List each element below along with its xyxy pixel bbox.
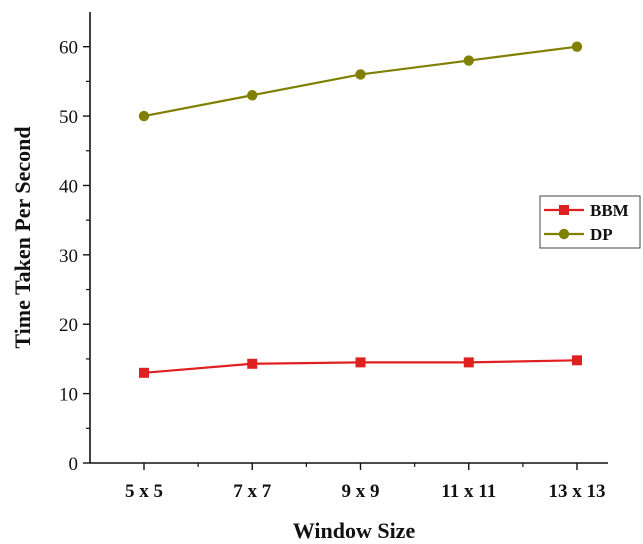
data-point-dp (138, 110, 150, 122)
legend-marker-bbm (559, 205, 569, 215)
legend-entry-dp: DP (544, 225, 613, 244)
y-tick-label: 10 (59, 385, 78, 406)
y-tick-label: 40 (59, 176, 78, 197)
legend-marker-dp (558, 228, 570, 240)
series-line-dp (143, 45, 578, 118)
data-point-dp (463, 55, 474, 66)
x-tick-label: 9 x 9 (342, 481, 380, 502)
data-point-bbm (247, 358, 258, 369)
data-point-bbm (355, 357, 366, 368)
y-axis-title: Time Taken Per Second (10, 126, 35, 348)
axes (89, 12, 608, 464)
y-tick-label: 20 (59, 315, 78, 336)
x-tick-label: 13 x 13 (549, 481, 606, 502)
legend-label-bbm: BBM (590, 201, 629, 220)
data-point-dp (247, 90, 258, 101)
x-tick-label: 7 x 7 (233, 481, 272, 502)
data-point-dp (355, 69, 366, 80)
legend-entry-bbm: BBM (544, 201, 629, 220)
data-point-bbm (463, 357, 474, 368)
data-point-bbm (572, 355, 582, 366)
legend-box (539, 195, 641, 249)
y-tick-label: 30 (59, 246, 78, 267)
series-layer (138, 41, 583, 378)
data-point-dp (571, 41, 583, 52)
legend-label-dp: DP (590, 225, 613, 244)
data-point-bbm (139, 367, 149, 378)
y-tick-label: 60 (59, 38, 78, 59)
y-tick-label: 0 (69, 454, 79, 475)
x-axis-title: Window Size (293, 518, 416, 543)
y-tick-label: 50 (59, 107, 78, 128)
y-axis-ticks: 0 10 20 30 40 50 60 (59, 38, 90, 475)
legend: BBM DP (539, 195, 641, 249)
x-axis-ticks: 5 x 5 7 x 7 9 x 9 11 x 11 13 x 13 (125, 463, 606, 502)
x-tick-label: 11 x 11 (441, 481, 496, 502)
x-tick-label: 5 x 5 (125, 481, 163, 502)
